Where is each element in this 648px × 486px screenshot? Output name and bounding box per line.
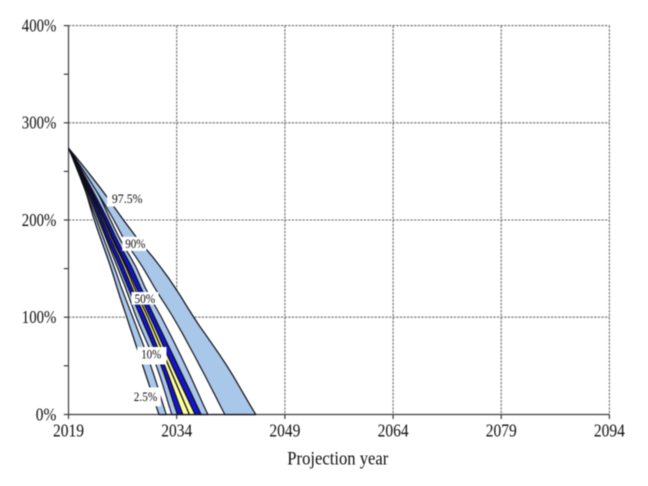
svg-text:2049: 2049 xyxy=(269,420,300,440)
svg-text:2.5%: 2.5% xyxy=(134,389,158,404)
svg-text:300%: 300% xyxy=(22,113,57,133)
svg-text:0%: 0% xyxy=(36,404,57,424)
svg-text:Projection year: Projection year xyxy=(287,448,389,469)
svg-text:90%: 90% xyxy=(125,236,145,251)
svg-text:2094: 2094 xyxy=(594,420,625,440)
svg-text:100%: 100% xyxy=(22,307,57,327)
svg-text:400%: 400% xyxy=(22,15,57,35)
svg-text:97.5%: 97.5% xyxy=(112,191,143,206)
svg-text:50%: 50% xyxy=(135,291,156,306)
svg-text:200%: 200% xyxy=(22,210,57,230)
svg-text:2079: 2079 xyxy=(486,420,517,440)
svg-text:10%: 10% xyxy=(141,346,161,361)
svg-text:2019: 2019 xyxy=(53,420,84,440)
svg-text:2034: 2034 xyxy=(161,420,192,440)
svg-text:2064: 2064 xyxy=(378,420,409,440)
